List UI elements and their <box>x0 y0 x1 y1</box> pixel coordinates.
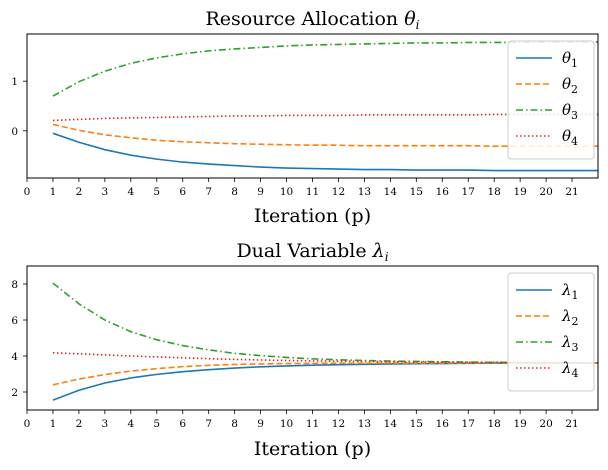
y-tick-label: 8 <box>11 279 18 291</box>
x-tick-label: 9 <box>257 186 264 198</box>
x-tick-label: 15 <box>410 418 423 430</box>
series-line-3 <box>52 41 598 97</box>
legend: θ1 θ2 θ3 θ4 <box>507 40 595 160</box>
legend-entry-2: θ2 <box>562 75 578 96</box>
x-tick-label: 21 <box>565 186 578 198</box>
x-tick-label: 14 <box>384 418 398 430</box>
y-tick-label: 1 <box>11 76 18 88</box>
x-tick-label: 5 <box>153 418 160 430</box>
y-tick-label: 4 <box>11 351 18 363</box>
series-line-1 <box>52 132 598 172</box>
chart-title: Dual Variable λi <box>236 240 388 264</box>
x-tick-label: 11 <box>306 186 319 198</box>
x-tick-label: 5 <box>153 186 160 198</box>
series-line-4 <box>52 113 598 122</box>
x-tick-label: 3 <box>102 186 109 198</box>
y-tick-label: 6 <box>11 315 18 327</box>
x-tick-label: 2 <box>76 186 83 198</box>
chart-panel-2: Dual Variable λi0 1 2 3 4 5 6 7 8 9 10 11 12 13 14 15 16… <box>11 240 599 460</box>
series-line-4 <box>52 351 598 364</box>
x-tick-label: 7 <box>205 418 212 430</box>
x-tick-label: 1 <box>50 418 57 430</box>
x-tick-label: 9 <box>257 418 264 430</box>
x-tick-label: 11 <box>306 418 319 430</box>
y-tick-label: 0 <box>11 126 18 138</box>
legend-box <box>507 272 595 392</box>
x-tick-label: 19 <box>513 418 526 430</box>
x-axis-label: Iteration (p) <box>254 205 371 227</box>
x-tick-label: 8 <box>231 186 238 198</box>
x-axis-label: Iteration (p) <box>254 438 371 460</box>
x-tick-label: 0 <box>24 186 31 198</box>
legend-entry-4: λ4 <box>561 359 579 380</box>
chart-panel-1: Resource Allocation θi0 1 2 3 4 5 6 7 8 9 10 11 12 13… <box>11 8 599 227</box>
x-tick-label: 20 <box>539 418 552 430</box>
y-tick-label: 2 <box>11 387 18 399</box>
x-tick-label: 8 <box>231 418 238 430</box>
legend: λ1 λ2 λ3 λ4 <box>507 272 595 392</box>
legend-entry-3: λ3 <box>561 333 579 354</box>
x-tick-label: 2 <box>76 418 83 430</box>
x-tick-label: 20 <box>539 186 552 198</box>
x-tick-label: 6 <box>179 186 186 198</box>
legend-entry-4: θ4 <box>562 127 578 148</box>
legend-entry-1: θ1 <box>562 49 578 70</box>
x-tick-label: 18 <box>487 418 500 430</box>
x-tick-label: 15 <box>410 186 423 198</box>
x-tick-label: 1 <box>50 186 57 198</box>
x-tick-label: 13 <box>358 418 371 430</box>
x-tick-label: 10 <box>280 418 293 430</box>
x-tick-label: 13 <box>358 186 371 198</box>
x-tick-label: 10 <box>280 186 293 198</box>
x-tick-label: 7 <box>205 186 212 198</box>
x-tick-label: 4 <box>127 186 134 198</box>
x-tick-label: 0 <box>24 418 31 430</box>
x-tick-label: 6 <box>179 418 186 430</box>
chart-title: Resource Allocation θi <box>206 8 420 32</box>
legend-box <box>507 40 595 160</box>
series-line-2 <box>52 123 598 148</box>
x-tick-label: 19 <box>513 186 526 198</box>
series-line-2 <box>52 362 598 386</box>
legend-entry-2: λ2 <box>561 307 579 328</box>
x-tick-label: 17 <box>462 186 475 198</box>
x-tick-label: 3 <box>102 418 109 430</box>
series-line-3 <box>52 282 598 364</box>
x-tick-label: 16 <box>436 186 450 198</box>
x-tick-label: 16 <box>436 418 450 430</box>
x-tick-label: 17 <box>462 418 475 430</box>
x-tick-label: 4 <box>127 418 134 430</box>
x-tick-label: 14 <box>384 186 398 198</box>
x-tick-label: 21 <box>565 418 578 430</box>
x-tick-label: 12 <box>332 418 345 430</box>
legend-entry-3: θ3 <box>562 101 578 122</box>
legend-entry-1: λ1 <box>561 281 579 302</box>
x-tick-label: 12 <box>332 186 345 198</box>
x-tick-label: 18 <box>487 186 500 198</box>
